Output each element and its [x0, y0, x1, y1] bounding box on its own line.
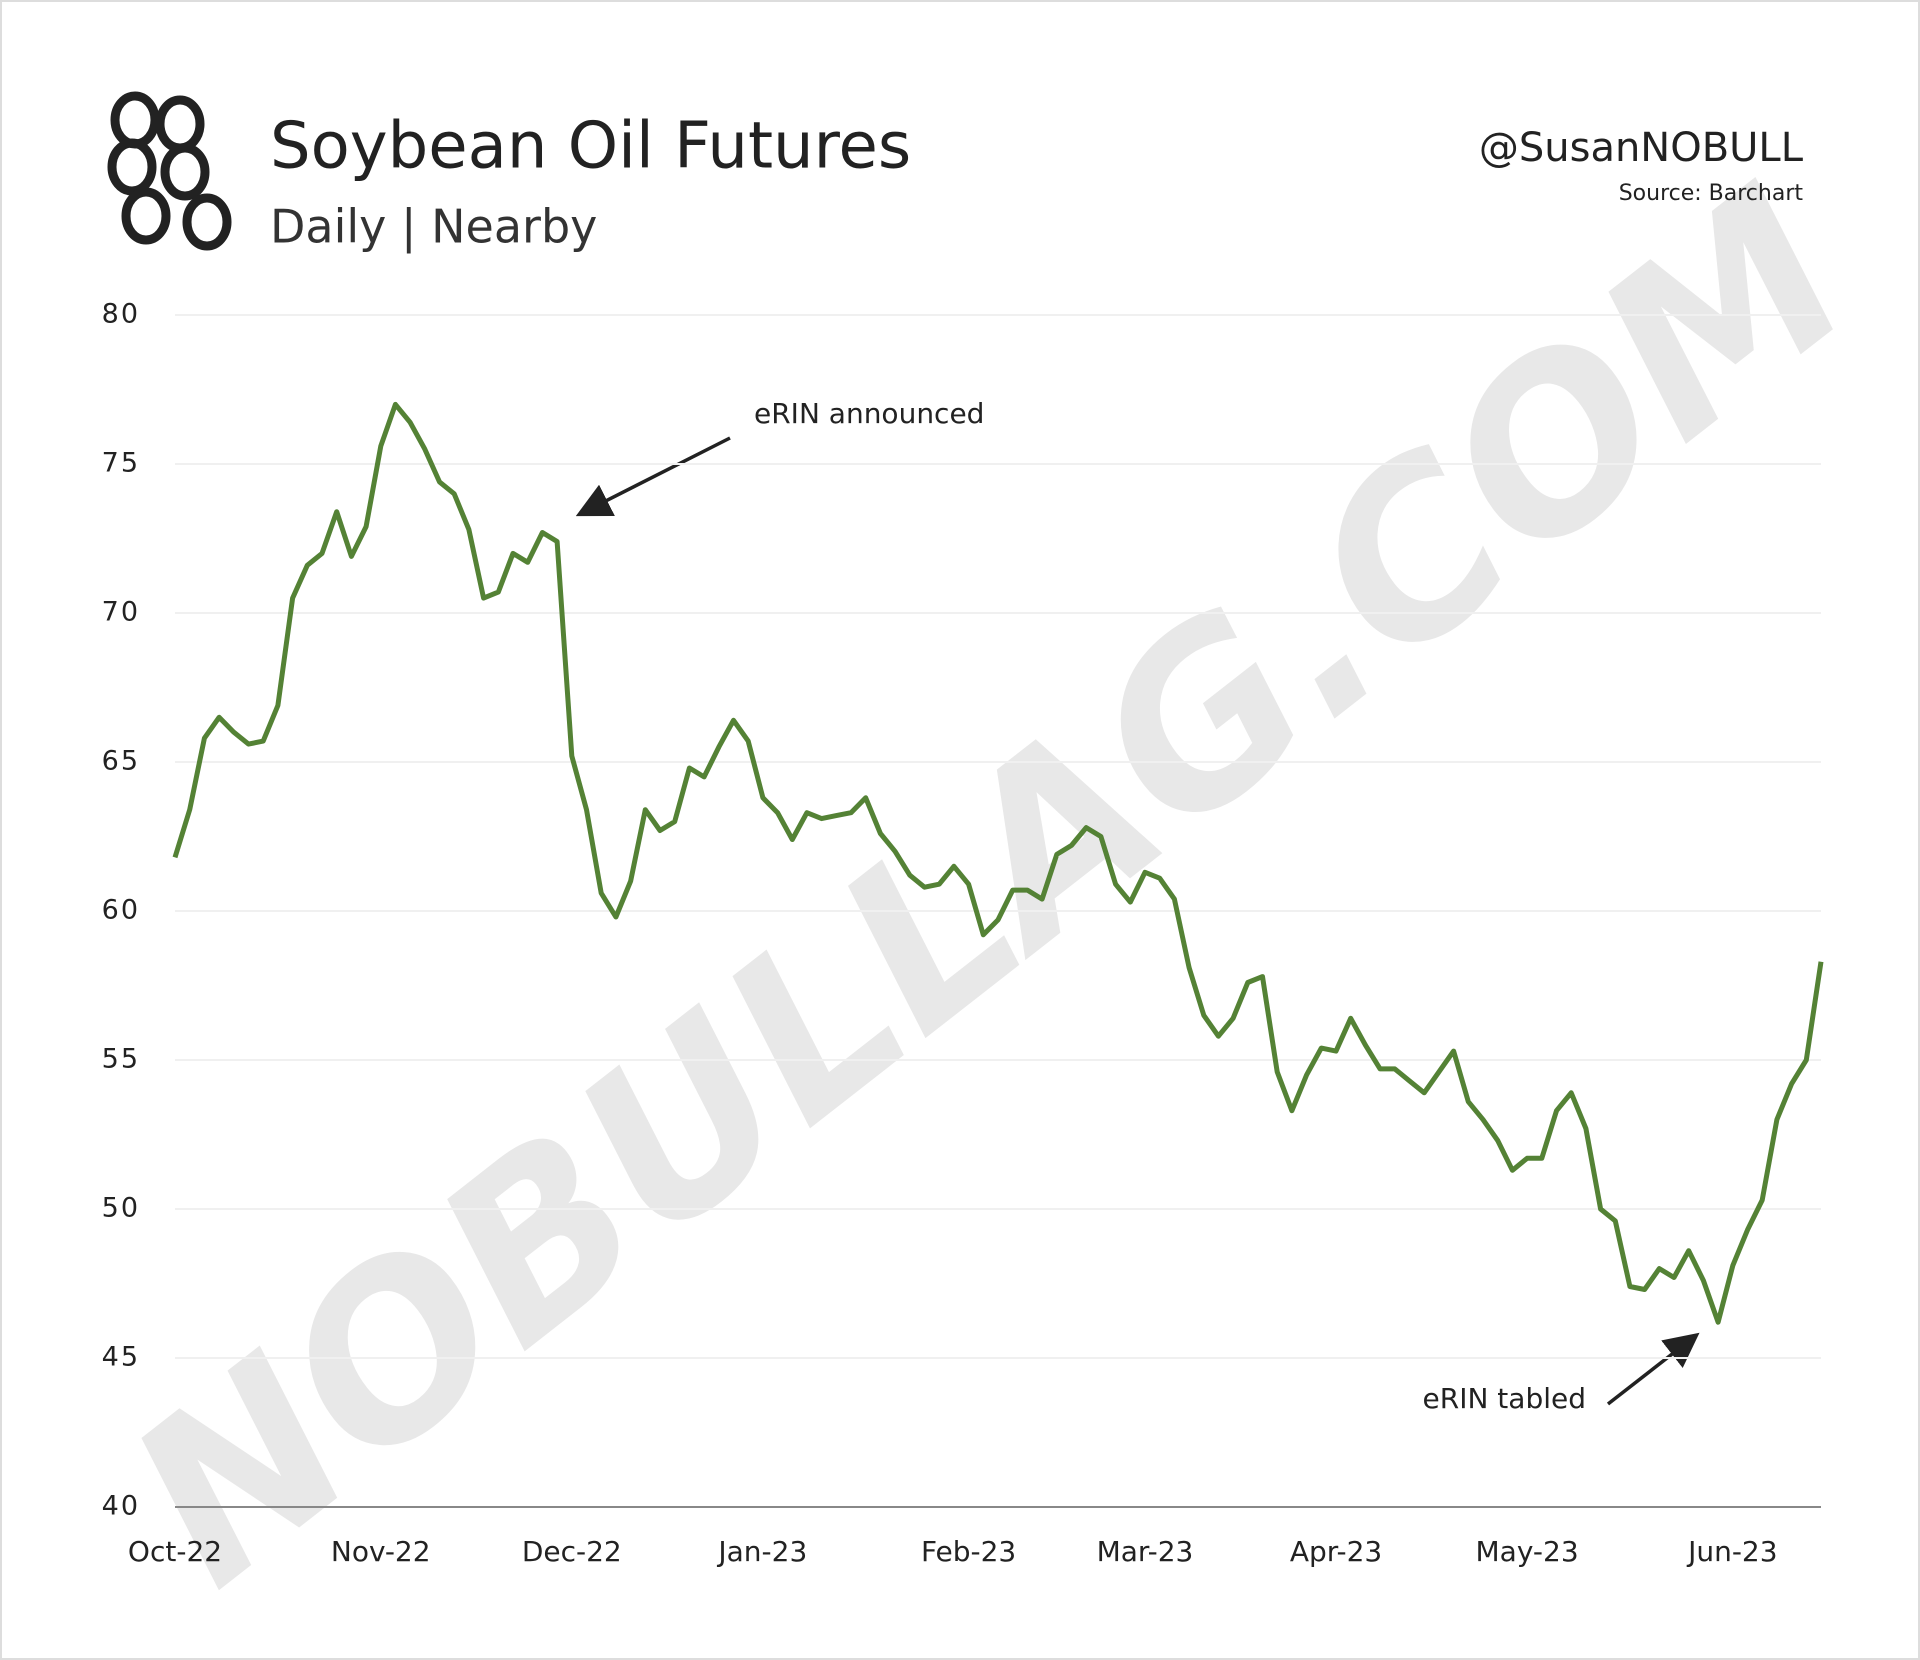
x-tick-label: Oct-22 — [128, 1535, 222, 1568]
y-tick-label: 65 — [102, 746, 140, 777]
source: Source: Barchart — [1619, 181, 1804, 206]
y-tick-label: 45 — [102, 1342, 140, 1373]
x-tick-label: Jan-23 — [716, 1535, 807, 1568]
annotation-arrow — [575, 436, 731, 517]
y-tick-label: 70 — [102, 597, 140, 628]
x-tick-label: Feb-23 — [921, 1535, 1016, 1568]
x-tick-label: Dec-22 — [522, 1535, 622, 1568]
x-tick-label: May-23 — [1476, 1535, 1579, 1568]
x-tick-label: Apr-23 — [1290, 1535, 1382, 1568]
y-tick-label: 75 — [102, 448, 140, 479]
x-tick-label: Mar-23 — [1097, 1535, 1194, 1568]
y-tick-label: 50 — [102, 1193, 140, 1224]
x-tick-label: Jun-23 — [1686, 1535, 1777, 1568]
logo — [107, 91, 232, 251]
annotation-arrow — [1606, 1332, 1700, 1406]
y-tick-label: 60 — [102, 895, 140, 926]
y-tick-label: 80 — [102, 299, 140, 330]
chart-subtitle: Daily | Nearby — [270, 200, 597, 255]
y-tick-label: 55 — [102, 1044, 140, 1075]
annotation: eRIN announced — [754, 397, 984, 430]
handle: @SusanNOBULL — [1479, 125, 1804, 171]
chart-title: Soybean Oil Futures — [270, 110, 911, 184]
x-tick-label: Nov-22 — [331, 1535, 431, 1568]
price-line — [172, 401, 1824, 1325]
annotation: eRIN tabled — [1423, 1382, 1586, 1415]
y-tick-label: 40 — [102, 1491, 140, 1522]
